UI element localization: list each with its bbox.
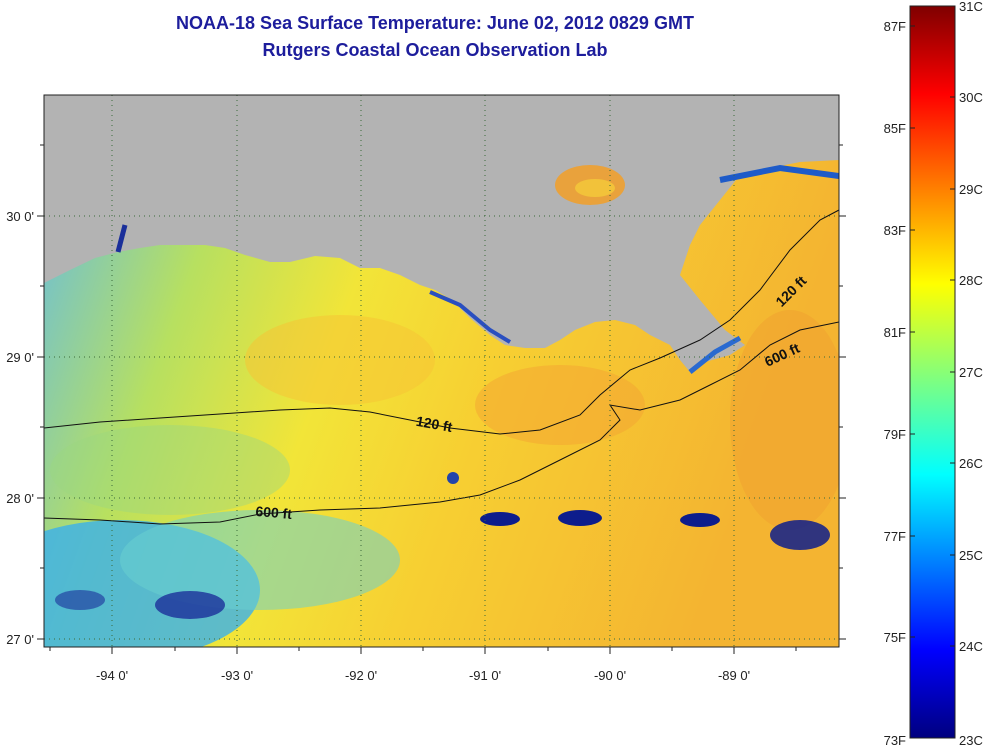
colorbar-c-label: 25C	[959, 548, 983, 563]
contour-600ft	[44, 321, 839, 525]
coastal-cool-strip	[115, 224, 128, 253]
cold-pixel-cluster	[558, 510, 602, 526]
land-mass	[44, 95, 839, 372]
lon-tick-label: -93 0'	[221, 668, 253, 683]
cold-pixel-cluster	[680, 513, 720, 527]
colorbar-c-label: 31C	[959, 0, 983, 14]
cool-water-patch	[50, 425, 290, 515]
lon-tick-label: -92 0'	[345, 668, 377, 683]
lat-lon-grid	[44, 95, 839, 647]
map-title: NOAA-18 Sea Surface Temperature: June 02…	[176, 13, 694, 33]
colorbar-c-label: 28C	[959, 273, 983, 288]
cold-pixel-cluster	[447, 472, 459, 484]
lon-tick-label: -91 0'	[469, 668, 501, 683]
colorbar-f-label: 77F	[884, 529, 906, 544]
colorbar-f-label: 81F	[884, 325, 906, 340]
map-subtitle: Rutgers Coastal Ocean Observation Lab	[262, 40, 608, 60]
warm-water-patch	[475, 365, 645, 445]
colorbar-c-label: 27C	[959, 365, 983, 380]
lat-tick-label: 28 0'	[6, 491, 34, 506]
coastal-cool-strip	[429, 290, 512, 344]
colorbar-f-label: 83F	[884, 223, 906, 238]
lat-tick-label: 27 0'	[6, 632, 34, 647]
cold-pixel-cluster	[480, 512, 520, 526]
lon-tick-label: -94 0'	[96, 668, 128, 683]
colorbar-f-label: 85F	[884, 121, 906, 136]
colorbar	[909, 5, 956, 739]
colorbar-c-label: 24C	[959, 639, 983, 654]
lon-tick-label: -89 0'	[718, 668, 750, 683]
lat-tick-label: 30 0'	[6, 209, 34, 224]
map-plot-area	[44, 95, 839, 647]
cool-water-patch	[120, 510, 400, 610]
warm-water-patch	[245, 315, 435, 405]
lake	[575, 179, 615, 197]
colorbar-c-label: 29C	[959, 182, 983, 197]
cold-pixel-cluster	[770, 520, 830, 550]
colorbar-c-label: 30C	[959, 90, 983, 105]
colorbar-f-label: 75F	[884, 630, 906, 645]
lon-tick-label: -90 0'	[594, 668, 626, 683]
cold-pixel-cluster	[55, 590, 105, 610]
contour-label-600ft: 600 ft	[255, 503, 293, 522]
map-frame	[43, 94, 840, 648]
colorbar-c-label: 23C	[959, 733, 983, 748]
lat-tick-label: 29 0'	[6, 350, 34, 365]
contour-label-120ft: 120 ft	[415, 413, 454, 435]
warm-water-patch	[730, 310, 839, 530]
contour-120ft	[44, 209, 839, 435]
colorbar-f-label: 73F	[884, 733, 906, 748]
axis-ticks	[37, 144, 846, 654]
colorbar-c-label: 26C	[959, 456, 983, 471]
coastal-cool-strip	[719, 164, 839, 183]
colorbar-ticks	[910, 25, 955, 647]
colorbar-f-label: 87F	[884, 19, 906, 34]
coastal-cool-strip	[688, 335, 742, 374]
cold-pixel-cluster	[155, 591, 225, 619]
colorbar-f-label: 79F	[884, 427, 906, 442]
